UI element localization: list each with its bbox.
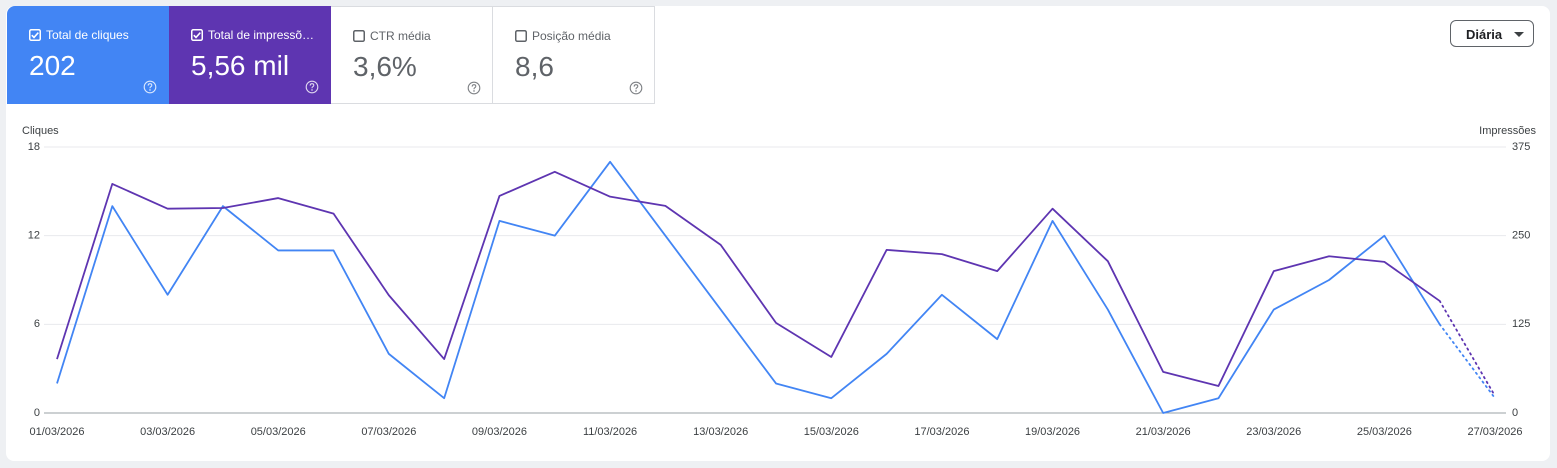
- x-tick-label: 07/03/2026: [361, 426, 416, 438]
- checkbox[interactable]: [191, 29, 203, 41]
- metric-tile[interactable]: Posição média 8,6: [493, 6, 655, 104]
- metric-label: Posição média: [532, 29, 611, 43]
- metric-tile[interactable]: Total de cliques 202: [7, 6, 169, 104]
- x-tick-label: 13/03/2026: [693, 426, 748, 438]
- metric-label: CTR média: [370, 29, 431, 43]
- metric-tile[interactable]: CTR média 3,6%: [331, 6, 493, 104]
- y-tick-label: 6: [34, 318, 40, 330]
- y2-tick-label: 125: [1512, 318, 1530, 330]
- y-tick-label: 12: [28, 230, 40, 242]
- y-axis-label: Cliques: [22, 125, 59, 137]
- metric-label: Total de cliques: [46, 28, 129, 42]
- y2-tick-label: 0: [1512, 407, 1518, 419]
- metric-value: 3,6%: [353, 51, 417, 82]
- y-tick-label: 18: [28, 141, 40, 153]
- y2-tick-label: 375: [1512, 141, 1530, 153]
- metric-tile[interactable]: Total de impressõ… 5,56 mil: [169, 6, 331, 104]
- metric-label: Total de impressõ…: [208, 28, 315, 42]
- x-tick-label: 15/03/2026: [804, 426, 859, 438]
- x-tick-label: 01/03/2026: [29, 426, 84, 438]
- y2-axis-label: Impressões: [1479, 125, 1536, 137]
- y2-tick-label: 250: [1512, 230, 1530, 242]
- x-tick-label: 05/03/2026: [251, 426, 306, 438]
- metric-value: 5,56 mil: [191, 50, 290, 81]
- help-icon[interactable]: [467, 81, 481, 95]
- help-icon[interactable]: [629, 81, 643, 95]
- series-line-partial: [1438, 300, 1496, 397]
- period-dropdown[interactable]: Diária: [1450, 20, 1534, 47]
- y-tick-label: 0: [34, 407, 40, 419]
- help-icon[interactable]: [305, 80, 319, 94]
- series-line-partial: [1438, 323, 1496, 400]
- x-tick-label: 03/03/2026: [140, 426, 195, 438]
- checkbox[interactable]: [515, 30, 527, 42]
- x-tick-label: 23/03/2026: [1246, 426, 1301, 438]
- series-line: [56, 170, 1441, 387]
- metric-value: 8,6: [515, 51, 554, 82]
- x-tick-label: 21/03/2026: [1136, 426, 1191, 438]
- checkbox[interactable]: [353, 30, 365, 42]
- help-icon[interactable]: [143, 80, 157, 94]
- checkbox[interactable]: [29, 29, 41, 41]
- x-tick-label: 09/03/2026: [472, 426, 527, 438]
- series-line: [56, 160, 1441, 414]
- x-tick-label: 25/03/2026: [1357, 426, 1412, 438]
- period-label: Diária: [1466, 27, 1503, 42]
- dropdown-arrow: [1514, 32, 1524, 37]
- x-tick-label: 11/03/2026: [583, 426, 637, 438]
- metric-value: 202: [29, 50, 76, 81]
- x-tick-label: 17/03/2026: [914, 426, 969, 438]
- x-tick-label: 27/03/2026: [1467, 426, 1522, 438]
- x-tick-label: 19/03/2026: [1025, 426, 1080, 438]
